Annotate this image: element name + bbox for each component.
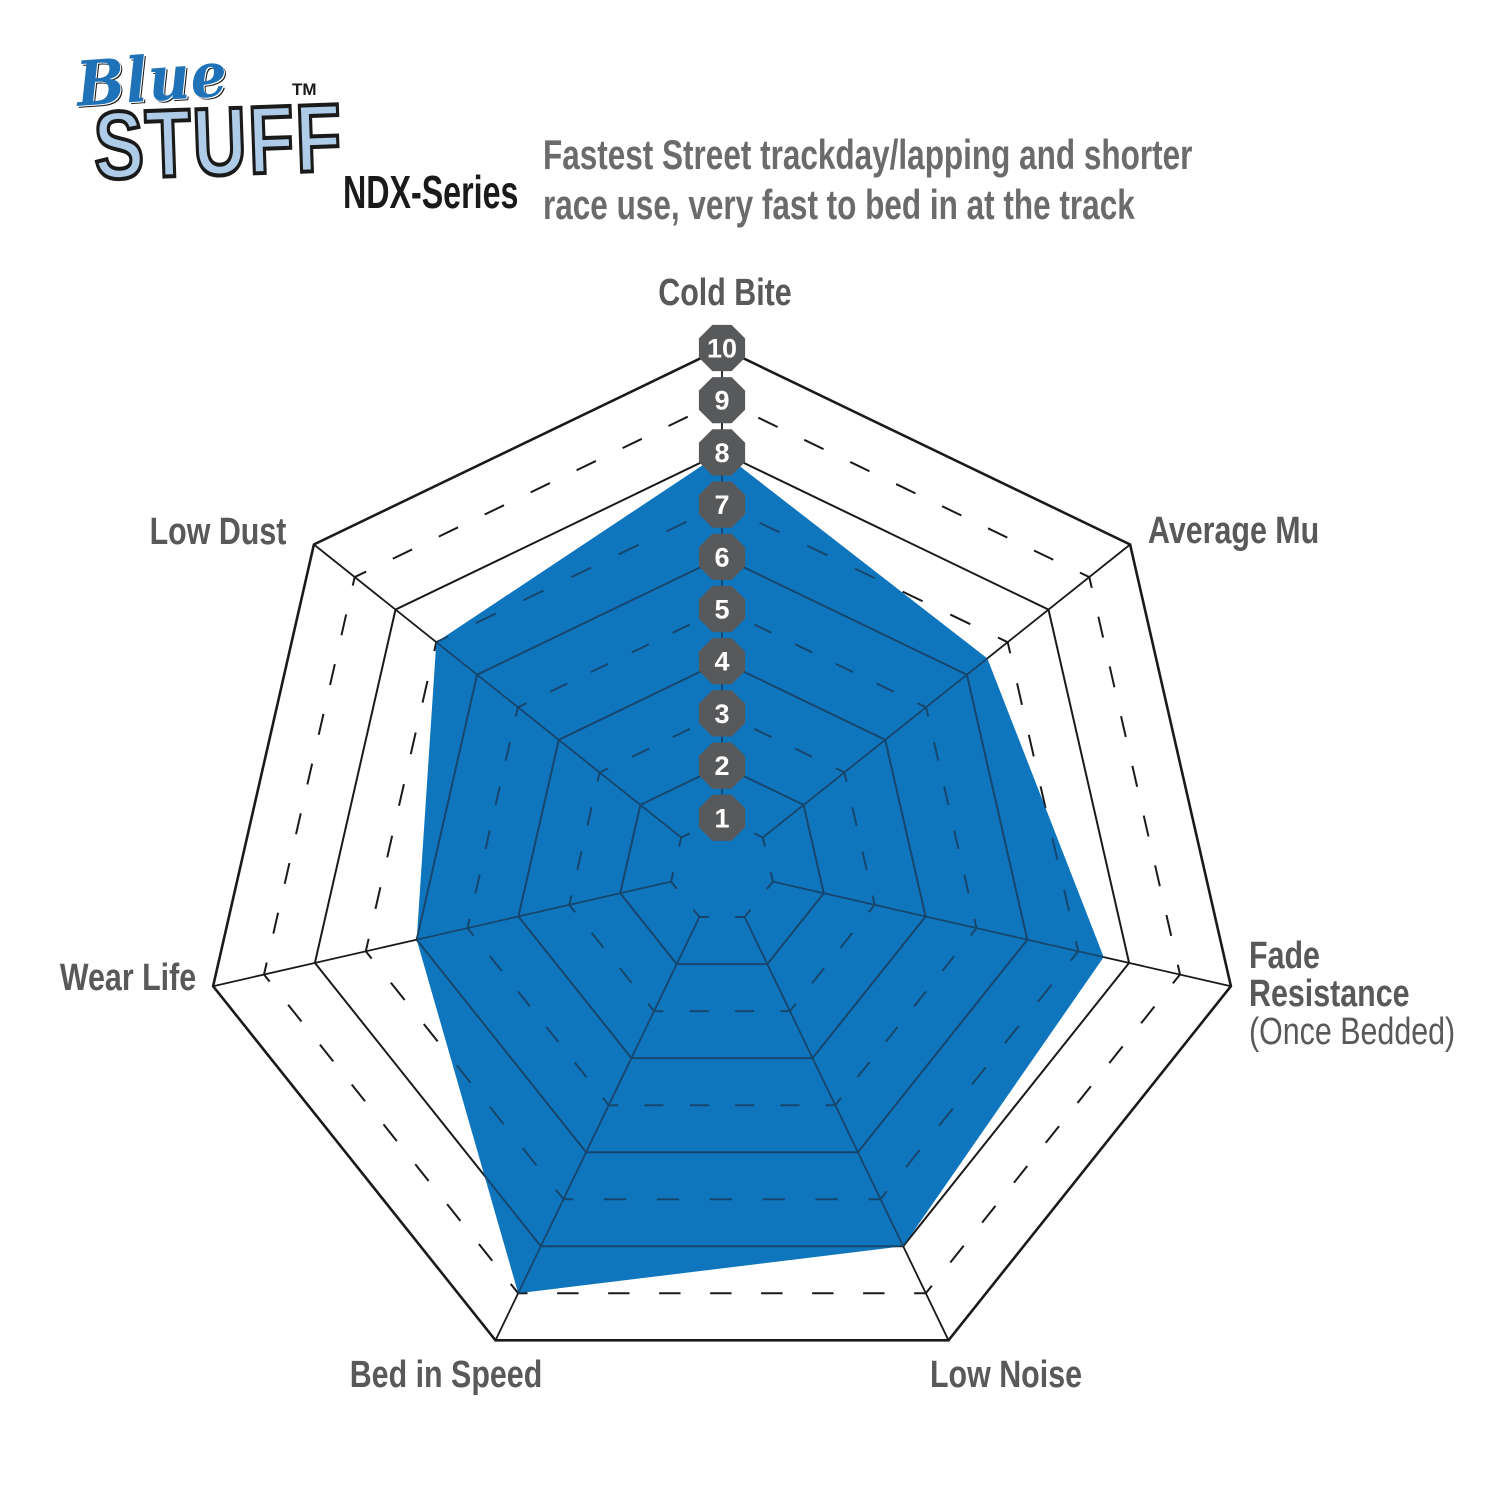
description-line-1: Fastest Street trackday/lapping and shor…	[543, 131, 1193, 178]
scale-badge-label: 8	[714, 438, 729, 468]
scale-badge-label: 1	[714, 803, 729, 833]
axis-label-wear-life: Wear Life	[59, 957, 197, 999]
series-name: NDX-Series	[343, 166, 519, 218]
scale-badge	[698, 585, 746, 633]
scale-badge-label: 7	[714, 490, 729, 520]
axis-label-low-noise: Low Noise	[929, 1354, 1083, 1396]
axis-label-bed-in-speed: Bed in Speed	[349, 1354, 543, 1396]
trademark-symbol: TM	[292, 80, 317, 99]
scale-badge	[698, 377, 746, 424]
scale-badges: 1 2 3 4 5 6 7 8 9 10	[698, 324, 746, 841]
scale-badge	[698, 429, 746, 476]
scale-badge	[698, 742, 746, 789]
scale-badge-label: 3	[714, 699, 729, 729]
description-line-2: race use, very fast to bed in at the tra…	[543, 181, 1135, 228]
scale-badge-label: 5	[714, 595, 729, 625]
axis-label-fade-resistance-once-bedded: Fade Resistance (Once Bedded)	[1249, 935, 1456, 1053]
scale-badge	[698, 690, 746, 737]
product-description: Fastest Street trackday/lapping and shor…	[543, 130, 1192, 230]
axis-label-low-dust: Low Dust	[149, 511, 287, 553]
data-polygon	[416, 452, 1104, 1294]
bluestuff-logo: STUFF Blue TM	[60, 37, 346, 220]
scale-badge	[698, 481, 746, 528]
scale-badge-label: 4	[714, 647, 729, 677]
axis-label-average-mu: Average Mu	[1148, 510, 1320, 552]
scale-badge-label: 2	[714, 751, 729, 781]
scale-badge	[698, 533, 746, 580]
axis-label-cold-bite: Cold Bite	[658, 272, 792, 314]
scale-badge	[698, 324, 746, 372]
scale-badge	[698, 638, 746, 685]
scale-badge	[698, 794, 746, 841]
scale-badge-label: 9	[714, 386, 729, 416]
scale-badge-label: 6	[714, 542, 729, 572]
scale-badge-label: 10	[707, 334, 737, 364]
